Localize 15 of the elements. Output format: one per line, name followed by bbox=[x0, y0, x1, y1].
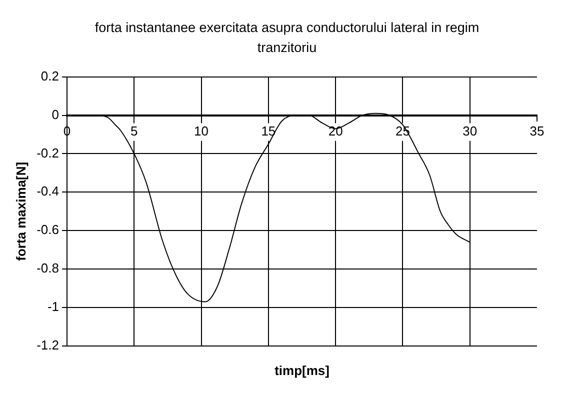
y-tick-label: -0.8 bbox=[36, 260, 59, 276]
x-tick-label: 5 bbox=[130, 124, 138, 139]
y-tick-label: 0.2 bbox=[40, 68, 59, 84]
y-tick-label: -0.6 bbox=[36, 222, 59, 238]
y-tick-label: -1.2 bbox=[36, 338, 59, 353]
y-tick-label: 0 bbox=[52, 106, 59, 122]
y-tick-label: -0.2 bbox=[36, 145, 59, 160]
x-tick-label: 35 bbox=[530, 124, 544, 139]
x-axis-title: timp[ms] bbox=[274, 363, 330, 378]
chart-title: forta instantanee exercitata asupra conductorului lateral in regim tranzitoriu bbox=[94, 19, 480, 57]
y-tick-label: -0.4 bbox=[36, 184, 59, 199]
x-tick-label: 10 bbox=[194, 124, 209, 139]
x-tick-label: 30 bbox=[462, 124, 478, 139]
y-axis-title: forta maxima[N] bbox=[13, 162, 28, 261]
y-tick-label: -1 bbox=[47, 299, 59, 314]
